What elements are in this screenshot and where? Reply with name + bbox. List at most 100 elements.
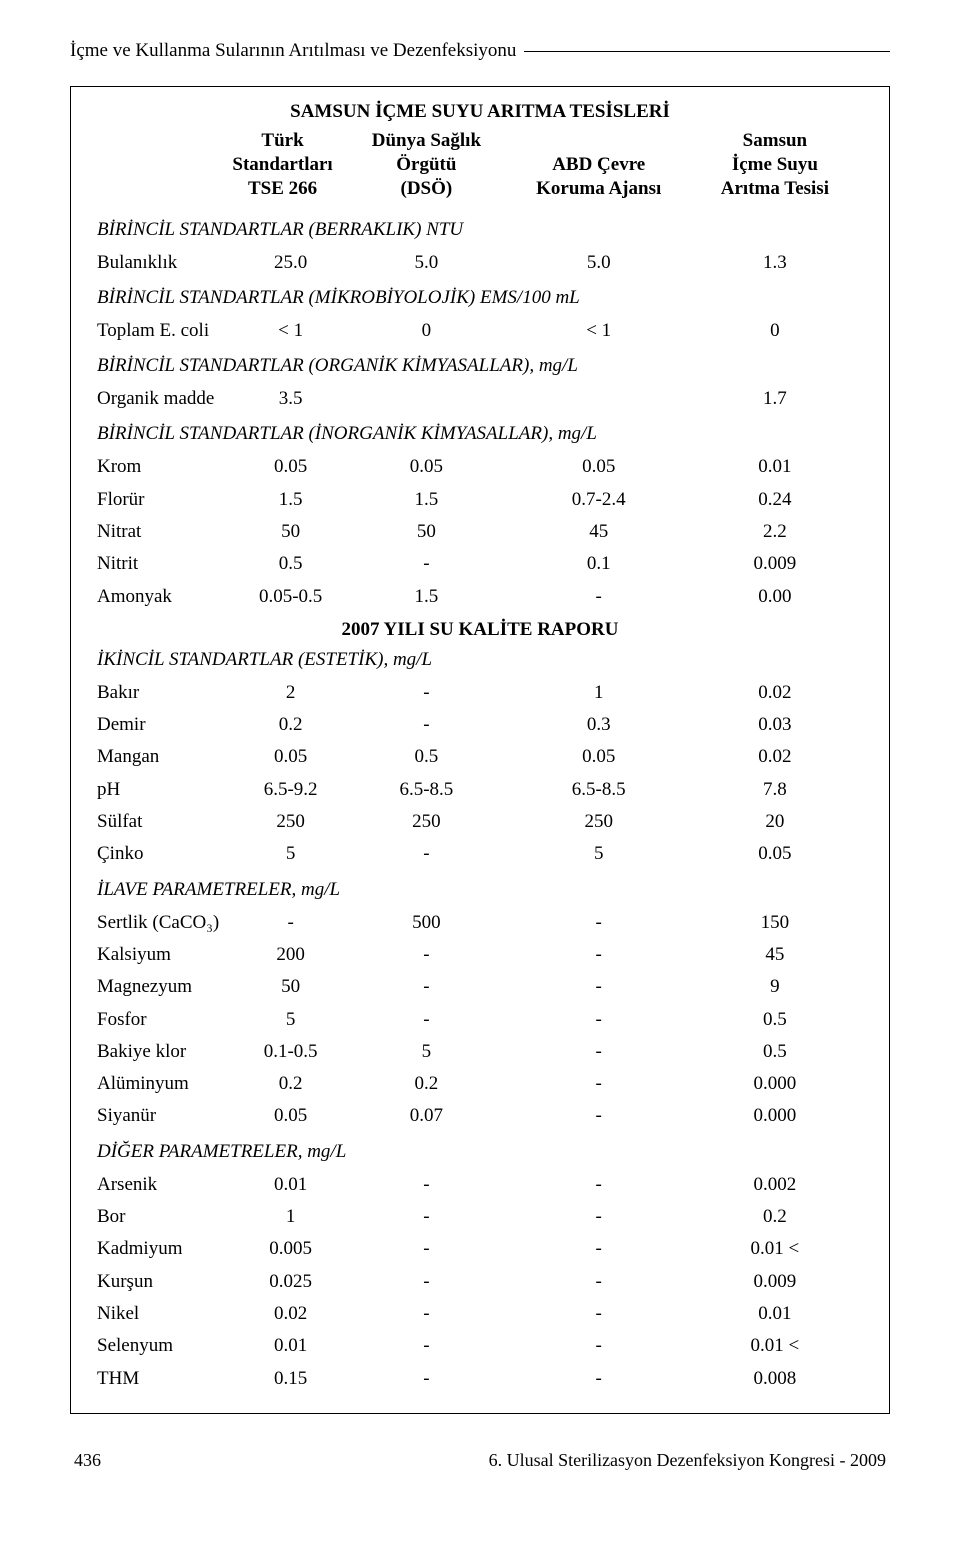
row-value: 0.02 xyxy=(687,677,863,709)
row-value: 0.07 xyxy=(342,1100,511,1132)
section-title: BİRİNCİL STANDARTLAR (MİKROBİYOLOJİK) EM… xyxy=(97,287,863,309)
section-title: İKİNCİL STANDARTLAR (ESTETİK), mg/L xyxy=(97,649,863,671)
table-row: Bor1--0.2 xyxy=(97,1201,863,1233)
row-value: - xyxy=(511,1100,687,1132)
table-row: Kadmiyum0.005--0.01 < xyxy=(97,1233,863,1265)
row-value: 0.5 xyxy=(687,1004,863,1036)
row-value: 45 xyxy=(687,939,863,971)
col2-line1: Dünya Sağlık xyxy=(342,129,511,153)
table-row: Florür1.51.50.7-2.40.24 xyxy=(97,484,863,516)
section-title: BİRİNCİL STANDARTLAR (ORGANİK KİMYASALLA… xyxy=(97,355,863,377)
row-value: 20 xyxy=(687,806,863,838)
row-value: 250 xyxy=(511,806,687,838)
row-value: - xyxy=(342,709,511,741)
table-row: Fosfor5--0.5 xyxy=(97,1004,863,1036)
row-value: - xyxy=(342,971,511,1003)
row-label: Nitrat50 xyxy=(97,516,342,548)
row-value xyxy=(511,383,687,415)
row-value: 6.5-8.5 xyxy=(342,774,511,806)
header-rule xyxy=(524,51,890,52)
row-label: Fosfor5 xyxy=(97,1004,342,1036)
row-value: - xyxy=(511,1266,687,1298)
row-value: 1 xyxy=(511,677,687,709)
row-value: 2.2 xyxy=(687,516,863,548)
row-value: 0.002 xyxy=(687,1169,863,1201)
table-row: Kalsiyum200--45 xyxy=(97,939,863,971)
row-value: - xyxy=(511,939,687,971)
footer-text: 6. Ulusal Sterilizasyon Dezenfeksiyon Ko… xyxy=(489,1450,886,1471)
row-label: Bakiye klor0.1-0.5 xyxy=(97,1036,342,1068)
row-value: 0.008 xyxy=(687,1363,863,1395)
row-value: 0 xyxy=(687,315,863,347)
table-row: Organik madde3.51.7 xyxy=(97,383,863,415)
row-value: 500 xyxy=(342,907,511,939)
table-row: Nitrit0.5-0.10.009 xyxy=(97,548,863,580)
row-value: - xyxy=(342,1201,511,1233)
row-value: 0.00 xyxy=(687,581,863,613)
row-value: - xyxy=(342,939,511,971)
row-label: Mangan0.05 xyxy=(97,741,342,773)
row-label: Bakır2 xyxy=(97,677,342,709)
row-value: - xyxy=(511,581,687,613)
row-value: 1.7 xyxy=(687,383,863,415)
row-value: - xyxy=(342,1363,511,1395)
table-row: Çinko5-50.05 xyxy=(97,838,863,870)
table-row: Bakır2-10.02 xyxy=(97,677,863,709)
row-value: 0 xyxy=(342,315,511,347)
row-value: 5.0 xyxy=(511,247,687,279)
row-value: 0.05 xyxy=(342,451,511,483)
row-value: 0.2 xyxy=(687,1201,863,1233)
row-label: Toplam E. coli< 1 xyxy=(97,315,342,347)
row-value: - xyxy=(342,1004,511,1036)
row-value: 150 xyxy=(687,907,863,939)
row-label: Demir0.2 xyxy=(97,709,342,741)
table-row: Sülfat25025025020 xyxy=(97,806,863,838)
section-title: BİRİNCİL STANDARTLAR (İNORGANİK KİMYASAL… xyxy=(97,423,863,445)
table-row: Mangan0.050.50.050.02 xyxy=(97,741,863,773)
table-row: Demir0.2-0.30.03 xyxy=(97,709,863,741)
table-row: Sertlik (CaCO₃)-500-150 xyxy=(97,907,863,939)
row-value: - xyxy=(511,1068,687,1100)
row-label: Kadmiyum0.005 xyxy=(97,1233,342,1265)
page-header: İçme ve Kullanma Sularının Arıtılması ve… xyxy=(70,40,524,62)
row-value: 0.000 xyxy=(687,1068,863,1100)
row-value: 1.5 xyxy=(342,581,511,613)
table-row: pH6.5-9.26.5-8.56.5-8.57.8 xyxy=(97,774,863,806)
table-row: Bulanıklık25.05.05.01.3 xyxy=(97,247,863,279)
row-label: Sertlik (CaCO₃)- xyxy=(97,907,342,939)
col1-line1: Türk xyxy=(223,129,342,153)
mid-title: 2007 YILI SU KALİTE RAPORU xyxy=(97,619,863,641)
row-value: 0.009 xyxy=(687,1266,863,1298)
section-title: BİRİNCİL STANDARTLAR (BERRAKLIK) NTU xyxy=(97,219,863,241)
row-value: 0.01 < xyxy=(687,1330,863,1362)
row-value: 0.3 xyxy=(511,709,687,741)
row-label: pH6.5-9.2 xyxy=(97,774,342,806)
row-label: Kurşun0.025 xyxy=(97,1266,342,1298)
row-value: 9 xyxy=(687,971,863,1003)
page-footer: 436 6. Ulusal Sterilizasyon Dezenfeksiyo… xyxy=(70,1450,890,1471)
row-value: 5.0 xyxy=(342,247,511,279)
col1-line3: TSE 266 xyxy=(223,177,342,201)
table-row: Siyanür0.050.07-0.000 xyxy=(97,1100,863,1132)
row-value: - xyxy=(342,1298,511,1330)
row-value: 250 xyxy=(342,806,511,838)
table-row: Krom0.050.050.050.01 xyxy=(97,451,863,483)
row-value: - xyxy=(342,838,511,870)
row-value: 0.01 < xyxy=(687,1233,863,1265)
row-value: 0.05 xyxy=(511,451,687,483)
row-value: - xyxy=(511,1004,687,1036)
row-value: 0.009 xyxy=(687,548,863,580)
row-value: 0.2 xyxy=(342,1068,511,1100)
col1-line2: Standartları xyxy=(223,153,342,177)
row-value: 0.24 xyxy=(687,484,863,516)
row-value: - xyxy=(511,1036,687,1068)
table-row: Amonyak0.05-0.51.5-0.00 xyxy=(97,581,863,613)
table-row: THM0.15--0.008 xyxy=(97,1363,863,1395)
row-value: - xyxy=(342,1233,511,1265)
row-value: - xyxy=(342,1266,511,1298)
row-label: Nikel0.02 xyxy=(97,1298,342,1330)
row-value: - xyxy=(511,1169,687,1201)
row-value: - xyxy=(342,677,511,709)
row-label: Selenyum0.01 xyxy=(97,1330,342,1362)
row-value: 0.03 xyxy=(687,709,863,741)
